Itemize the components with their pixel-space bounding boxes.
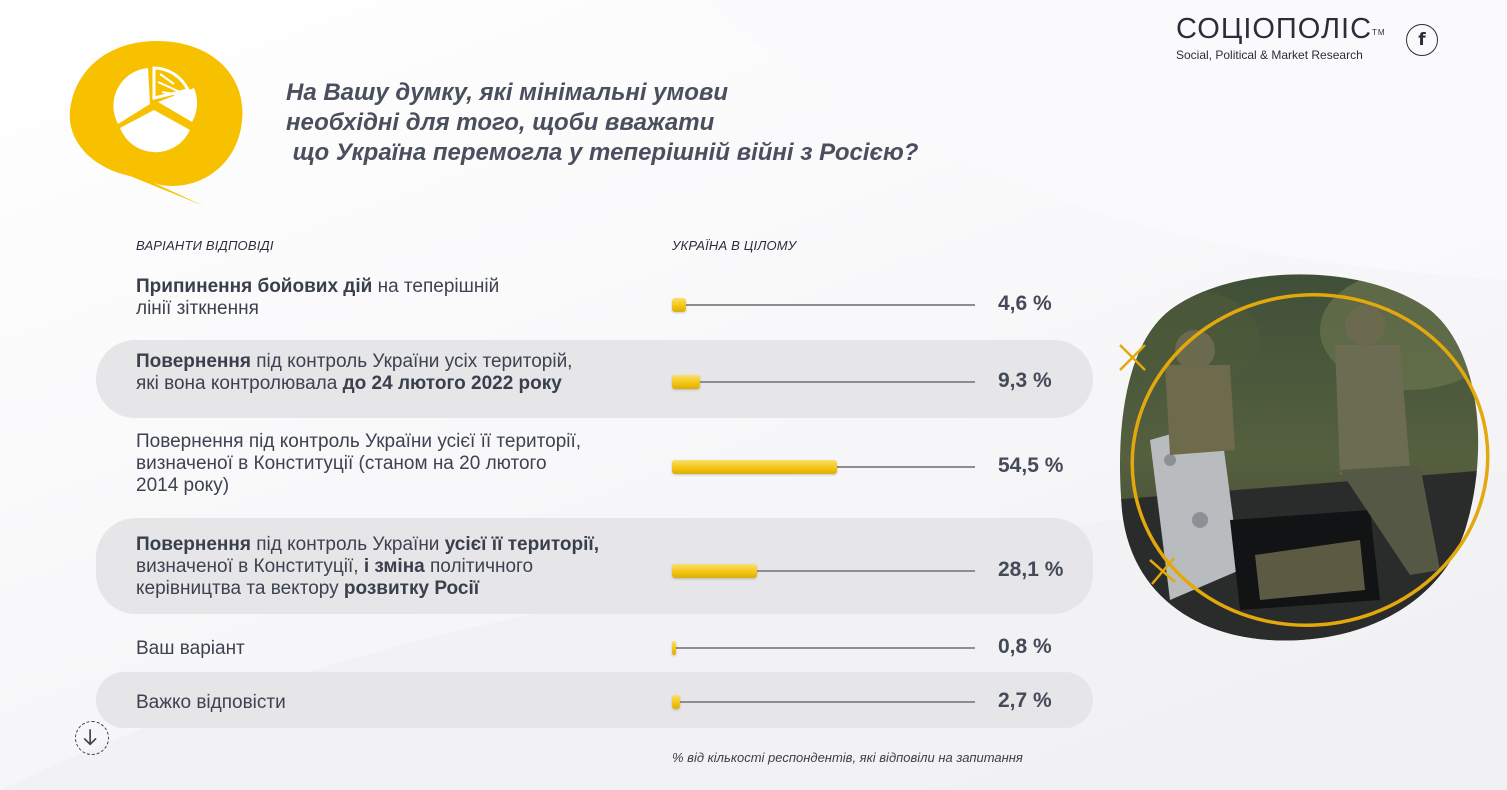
bar [672,375,701,389]
bar [672,641,676,655]
footnote: % від кількості респондентів, які відпов… [672,750,1023,765]
question-line: необхідні для того, щоби вважати [286,109,715,136]
answer-row: Повернення під контроль України усіх тер… [96,340,1093,418]
bar-track [672,304,975,306]
brand-tagline: Social, Political & Market Research [1176,48,1363,62]
answer-row: Припинення бойових дій на теперішній ліні… [96,268,1093,338]
answer-label: Повернення під контроль України усієї її… [136,431,582,496]
chart-bubble-icon [69,41,243,206]
value-label: 28,1 % [998,558,1064,581]
answer-label: Припинення бойових дій на теперішній ліні… [136,276,500,319]
facebook-icon[interactable]: f [1406,24,1438,56]
scroll-down-icon[interactable] [75,721,109,755]
value-label: 2,7 % [998,689,1052,712]
answer-row: Ваш варіант 0,8 % [96,620,1093,674]
answer-label: Важко відповісти [136,692,286,713]
total-header: УКРАЇНА В ЦІЛОМУ [672,238,797,253]
bar [672,460,838,474]
bar-track [672,647,975,649]
value-label: 4,6 % [998,292,1052,315]
question-line: що Україна перемогла у теперішній війні … [286,139,919,166]
brand-tm: TM [1372,28,1386,37]
value-label: 9,3 % [998,369,1052,392]
question-line: На Вашу думку, які мінімальні умови [286,79,729,106]
brand-logo[interactable]: СОЦІОПОЛІСTM Social, Political & Market … [1176,12,1386,62]
value-label: 54,5 % [998,454,1064,477]
brand-name: СОЦІОПОЛІС [1176,13,1373,45]
bar [672,564,758,578]
bar-track [672,381,975,383]
question-title: На Вашу думку, які мінімальні умови необ… [286,78,986,168]
answer-row: Важко відповісти 2,7 % [96,672,1093,728]
bar-track [672,570,975,572]
bar-track [672,701,975,703]
answer-row: Повернення під контроль України усієї її… [96,518,1093,614]
bar [672,695,681,709]
soldiers-photo [1119,274,1490,641]
answer-label: Ваш варіант [136,638,245,659]
bar [672,298,686,312]
options-header: ВАРІАНТИ ВІДПОВІДІ [136,238,274,253]
value-label: 0,8 % [998,635,1052,658]
answer-label: Повернення під контроль України усіх тер… [136,351,573,394]
answer-label: Повернення під контроль України усієї її… [136,534,600,599]
answer-row: Повернення під контроль України усієї її… [96,420,1093,518]
